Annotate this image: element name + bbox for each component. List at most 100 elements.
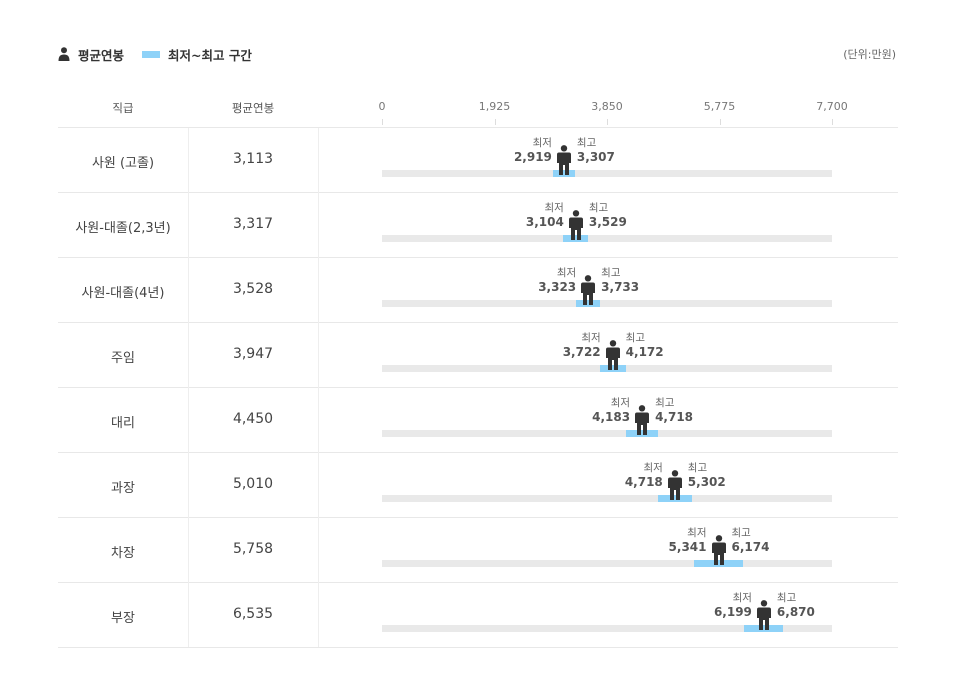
max-value: 4,718 — [655, 410, 694, 424]
max-caption: 최고 — [776, 592, 797, 604]
range-track — [382, 170, 832, 177]
max-caption: 최고 — [731, 527, 751, 539]
max-caption: 최고 — [625, 332, 645, 344]
max-label: 최고 3,529 — [589, 201, 627, 229]
table-row: 차장 5,758 최저 5,341 최고 6,174 — [58, 518, 898, 583]
range-bar — [552, 170, 576, 177]
max-caption: 최고 — [687, 462, 708, 474]
min-caption: 최저 — [556, 267, 577, 279]
avg-salary-value: 5,010 — [232, 476, 274, 492]
range-track — [382, 560, 832, 567]
range-bar — [563, 235, 589, 242]
min-label: 최저 4,718 — [625, 461, 663, 489]
avg-salary-value: 5,758 — [232, 541, 274, 557]
max-caption: 최고 — [655, 397, 675, 409]
min-label: 최저 4,183 — [592, 396, 630, 424]
min-caption: 최저 — [581, 332, 601, 344]
avg-salary-value: 6,535 — [232, 606, 274, 622]
x-tick-label: 0 — [378, 100, 386, 113]
min-caption: 최저 — [643, 462, 663, 474]
range-track — [382, 625, 832, 632]
min-label: 최저 5,341 — [669, 526, 707, 554]
range-bar — [599, 365, 626, 372]
max-label: 최고 6,174 — [732, 526, 770, 554]
max-caption: 최고 — [576, 137, 597, 149]
rank-label: 사원-대졸(2,3년) — [75, 221, 171, 236]
min-label: 최저 3,104 — [526, 201, 564, 229]
table-row: 사원-대졸(4년) 3,528 최저 3,323 최고 3,733 — [58, 258, 898, 323]
max-label: 최고 4,172 — [626, 331, 664, 359]
range-track — [382, 235, 832, 242]
x-tick-mark — [494, 119, 496, 125]
max-value: 6,174 — [731, 540, 770, 554]
max-value: 4,172 — [625, 345, 664, 359]
max-value: 6,870 — [776, 605, 815, 619]
row-divider — [58, 322, 898, 323]
range-bar — [694, 560, 743, 567]
rank-label: 주임 — [111, 351, 135, 366]
min-value: 3,323 — [538, 280, 577, 294]
min-label: 최저 3,722 — [563, 331, 601, 359]
min-value: 2,919 — [513, 150, 552, 164]
min-caption: 최저 — [544, 202, 564, 214]
max-caption: 최고 — [601, 267, 621, 279]
avg-person-icon — [711, 535, 726, 565]
row-divider — [58, 192, 898, 193]
min-value: 5,341 — [668, 540, 707, 554]
avg-person-icon — [568, 210, 583, 240]
row-divider — [58, 452, 898, 453]
avg-salary-value: 3,528 — [232, 281, 274, 297]
range-track — [382, 495, 832, 502]
max-caption: 최고 — [588, 202, 609, 214]
table-row: 사원 (고졸) 3,113 최저 2,919 최고 3,307 — [58, 128, 898, 193]
min-label: 최저 3,323 — [538, 266, 576, 294]
min-caption: 최저 — [687, 527, 707, 539]
x-tick-mark — [719, 119, 721, 125]
rank-label: 사원 (고졸) — [91, 156, 155, 171]
range-track — [382, 430, 832, 437]
legend-avg-label: 평균연봉 — [78, 47, 125, 63]
range-bar — [626, 430, 658, 437]
x-tick-mark — [607, 119, 608, 125]
avg-person-icon — [581, 275, 596, 305]
legend-range-label: 최저~최고 구간 — [168, 47, 252, 63]
avg-person-icon — [756, 600, 771, 630]
avg-person-icon — [635, 405, 650, 435]
row-divider — [58, 517, 898, 518]
max-value: 3,529 — [588, 215, 627, 229]
x-tick-mark — [382, 119, 383, 125]
min-caption: 최저 — [732, 592, 752, 604]
rank-label: 대리 — [111, 416, 135, 431]
max-value: 3,307 — [576, 150, 615, 164]
table-row: 부장 6,535 최저 6,199 최고 6,870 — [58, 583, 898, 648]
range-bar — [576, 300, 601, 307]
max-label: 최고 4,718 — [655, 396, 693, 424]
avg-salary-value: 3,113 — [232, 151, 274, 167]
avg-person-icon — [556, 145, 571, 175]
avg-person-icon — [605, 340, 620, 370]
min-value: 3,722 — [562, 345, 601, 359]
column-divider — [318, 128, 319, 647]
x-tick-label: 7,700 — [816, 100, 848, 113]
min-label: 최저 6,199 — [714, 591, 752, 619]
max-label: 최고 6,870 — [777, 591, 815, 619]
unit-label: (단위:만원) — [843, 48, 896, 61]
rank-label: 부장 — [111, 611, 135, 626]
row-divider — [58, 647, 898, 648]
table-row: 사원-대졸(2,3년) 3,317 최저 3,104 최고 3,529 — [58, 193, 898, 258]
max-value: 3,733 — [601, 280, 640, 294]
avg-salary-value: 3,947 — [232, 346, 274, 362]
table-row: 주임 3,947 최저 3,722 최고 4,172 — [58, 323, 898, 388]
x-tick-label: 3,850 — [591, 100, 623, 113]
row-divider — [58, 582, 898, 583]
avg-salary-value: 3,317 — [232, 216, 274, 232]
row-divider — [58, 127, 898, 128]
rank-label: 사원-대졸(4년) — [81, 286, 165, 301]
max-label: 최고 5,302 — [688, 461, 726, 489]
table-row: 과장 5,010 최저 4,718 최고 5,302 — [58, 453, 898, 518]
avg-salary-value: 4,450 — [232, 411, 274, 427]
header-avg: 평균연봉 — [231, 101, 275, 115]
legend: 평균연봉 최저~최고 구간 — [58, 44, 252, 64]
legend-range-swatch — [142, 50, 161, 58]
x-tick-label: 5,775 — [703, 100, 736, 113]
